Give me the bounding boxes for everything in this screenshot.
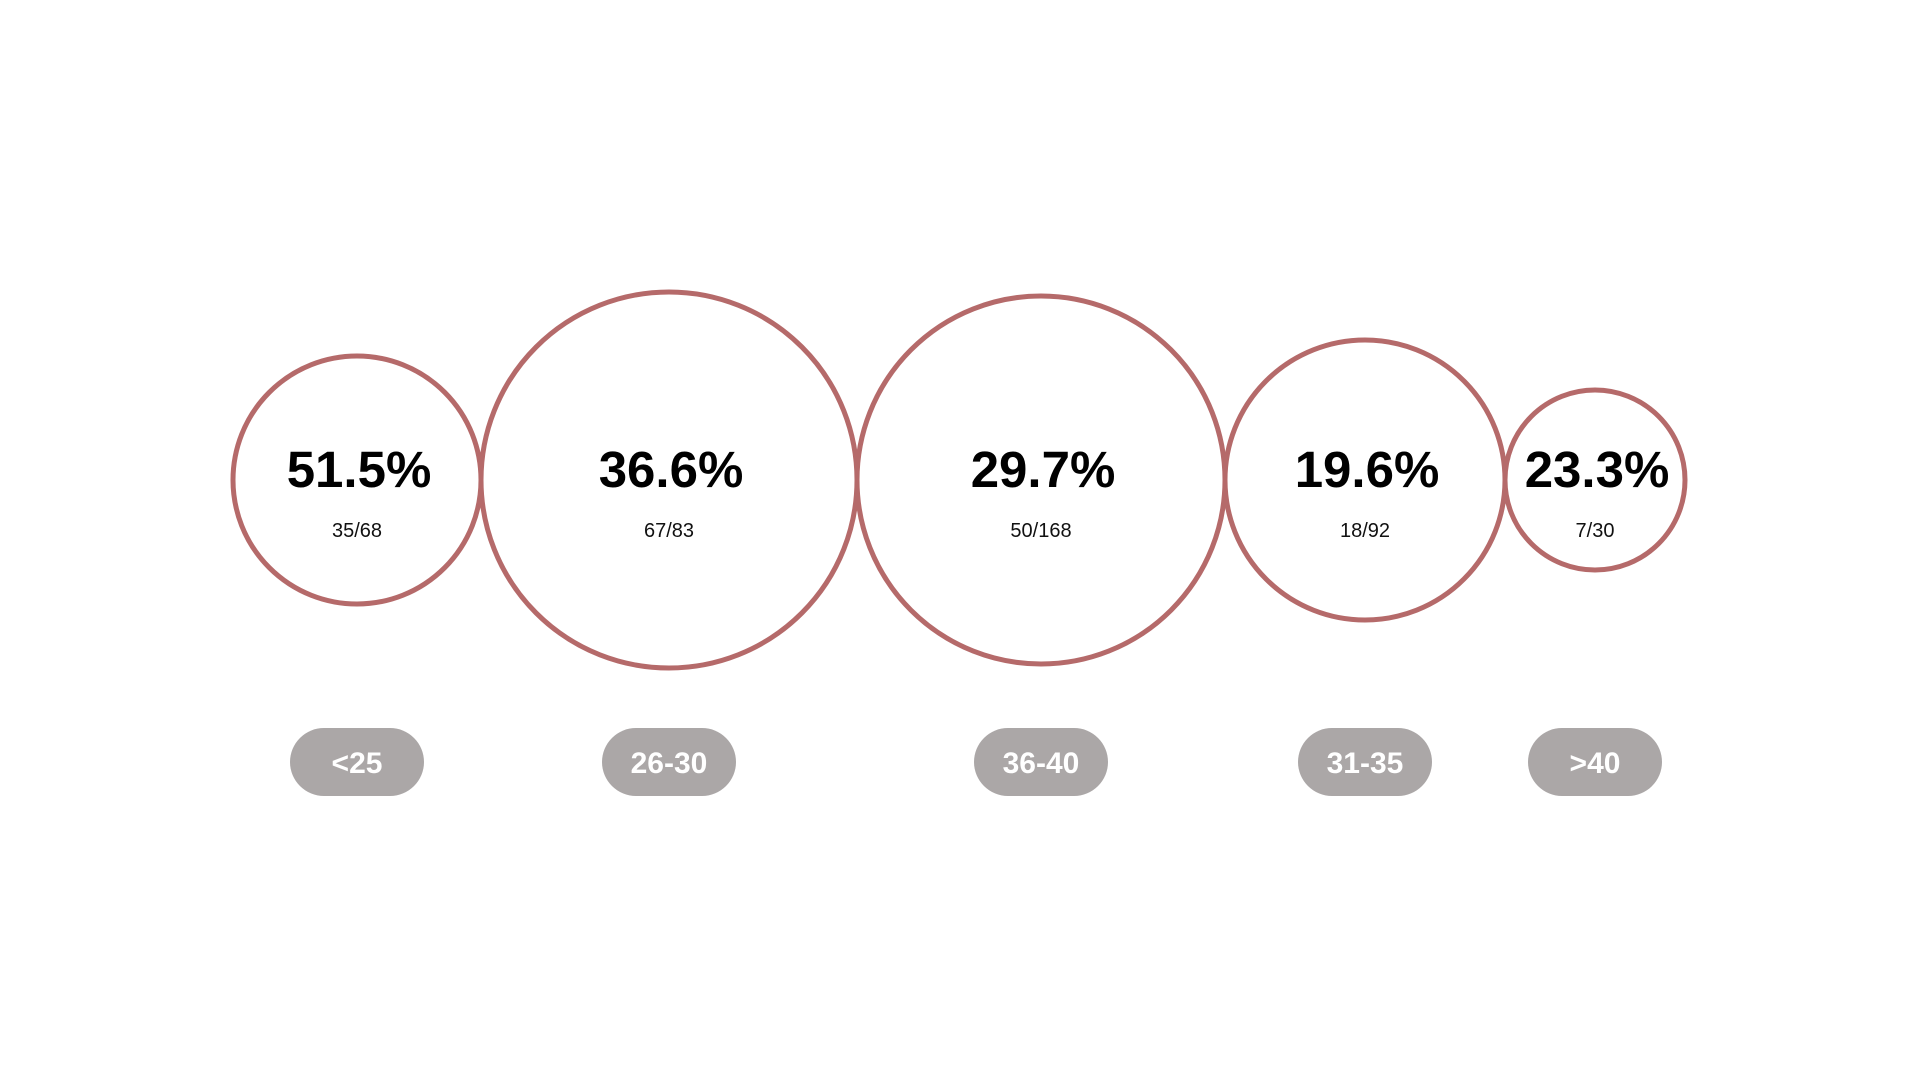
bubble-percent-label: 19.6% <box>1295 441 1440 498</box>
bubble-percent-label: 23.3% <box>1525 441 1670 498</box>
category-pill-shape <box>1528 728 1662 796</box>
bubble-2: 29.7% 50/168 <box>854 293 1228 667</box>
category-pill-shape <box>1298 728 1432 796</box>
bubble-circle <box>1502 387 1688 573</box>
bubble-count-label: 35/68 <box>332 520 382 542</box>
bubble-count-label: 50/168 <box>1010 520 1071 542</box>
category-label: 31-35 <box>1327 747 1404 780</box>
category-pill-2: 36-40 <box>974 728 1108 796</box>
category-label: <25 <box>332 747 383 780</box>
category-pill-shape <box>974 728 1108 796</box>
bubble-percent-label: 36.6% <box>599 441 744 498</box>
category-pill-3: 31-35 <box>1298 728 1432 796</box>
bubble-percent-label: 51.5% <box>287 441 432 498</box>
bubble-3: 19.6% 18/92 <box>1222 337 1508 623</box>
bubble-count-label: 67/83 <box>644 520 694 542</box>
category-label: 26-30 <box>631 747 708 780</box>
category-pill-0: <25 <box>290 728 424 796</box>
bubble-percent-label: 29.7% <box>971 441 1116 498</box>
category-label: 36-40 <box>1003 747 1080 780</box>
category-pill-group: <25 26-30 36-40 31-35 >40 <box>290 728 1662 796</box>
bubble-4: 23.3% 7/30 <box>1502 387 1688 573</box>
category-pill-shape <box>602 728 736 796</box>
bubble-1: 36.6% 67/83 <box>478 289 860 671</box>
bubble-count-label: 18/92 <box>1340 520 1390 542</box>
category-pill-4: >40 <box>1528 728 1662 796</box>
bubble-0: 51.5% 35/68 <box>230 353 484 607</box>
category-pill-1: 26-30 <box>602 728 736 796</box>
category-pill-shape <box>290 728 424 796</box>
bubble-group: 51.5% 35/68 36.6% 67/83 29.7% 50/168 19.6% 18/9… <box>230 289 1688 671</box>
category-label: >40 <box>1570 747 1621 780</box>
bubble-count-label: 7/30 <box>1576 520 1615 542</box>
